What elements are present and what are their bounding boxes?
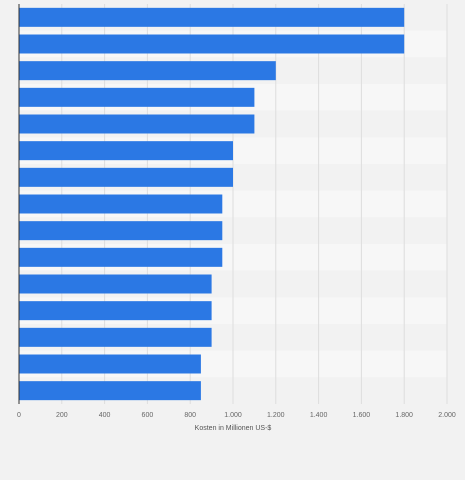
bar[interactable] [19,61,276,81]
x-tick-label: 1.000 [224,412,242,419]
x-tick-label: 600 [142,412,154,419]
bar[interactable] [19,141,233,161]
bar[interactable] [19,354,201,374]
bar[interactable] [19,87,255,107]
x-tick-label: 1.800 [395,412,413,419]
bar[interactable] [19,34,405,54]
x-axis-ticks: 0 200 400 600 800 1.000 1.200 1.400 1.600 1.800 2.… [17,412,456,419]
x-tick-label: 1.200 [267,412,285,419]
bars [19,7,405,401]
bar[interactable] [19,114,255,134]
bar[interactable] [19,381,201,401]
x-axis-title: Kosten in Millionen US-$ [195,425,272,432]
x-tick-label: 800 [184,412,196,419]
bar[interactable] [19,274,212,294]
bar[interactable] [19,327,212,347]
bar[interactable] [19,7,405,27]
x-tick-label: 1.400 [310,412,328,419]
bar[interactable] [19,194,223,214]
x-tick-label: 0 [17,412,21,419]
x-tick-label: 1.600 [353,412,371,419]
bar[interactable] [19,167,233,187]
x-tick-label: 400 [99,412,111,419]
bar[interactable] [19,301,212,321]
x-tick-label: 200 [56,412,68,419]
bar[interactable] [19,221,223,241]
bar[interactable] [19,247,223,267]
x-tick-label: 2.000 [438,412,456,419]
